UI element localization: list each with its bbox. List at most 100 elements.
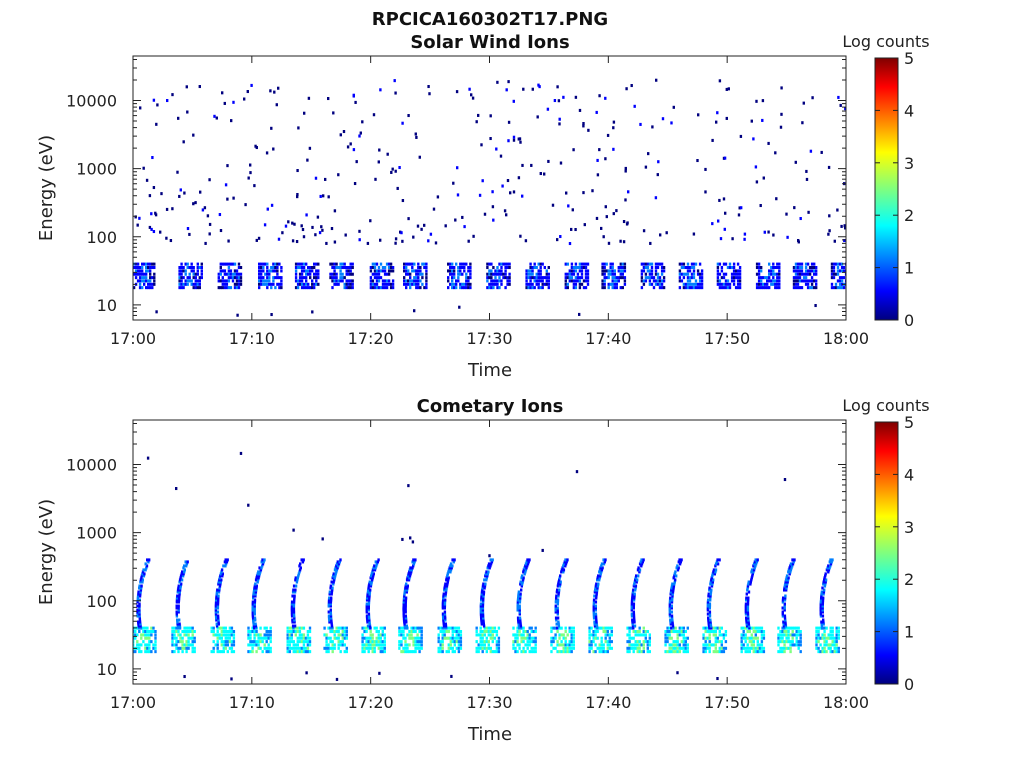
heatmap-cell: [684, 630, 687, 634]
heatmap-cell: [369, 626, 372, 630]
heatmap-cell: [720, 646, 723, 650]
heatmap-cell: [566, 272, 569, 276]
heatmap-cell: [688, 279, 692, 283]
heatmap-cell: [611, 279, 614, 283]
heatmap-cell: [447, 286, 450, 290]
heatmap-cell: [594, 600, 598, 604]
heatmap-cell: [266, 269, 269, 273]
heatmap-cell: [706, 643, 709, 647]
heatmap-cell: [296, 646, 299, 650]
heatmap-cell: [745, 592, 748, 596]
heatmap-cell: [580, 266, 584, 270]
heatmap-cell: [518, 606, 521, 610]
heatmap-cell: [825, 643, 828, 647]
heatmap-cell: [520, 636, 523, 640]
heatmap-cell: [574, 282, 578, 286]
heatmap-cell: [795, 633, 798, 637]
heatmap-cell: [139, 622, 142, 626]
heatmap-cell: [584, 279, 588, 283]
heatmap-cell: [607, 269, 610, 273]
heatmap-cell: [275, 103, 278, 107]
heatmap-cell: [332, 111, 335, 115]
heatmap-cell: [593, 590, 597, 594]
heatmap-cell: [829, 626, 832, 630]
heatmap-cell: [784, 582, 787, 586]
heatmap-cell: [330, 622, 333, 626]
heatmap-cell: [562, 643, 565, 647]
heatmap-cell: [414, 640, 417, 644]
heatmap-cell: [171, 207, 174, 211]
heatmap-cell: [177, 640, 180, 644]
heatmap-cell: [584, 266, 588, 270]
heatmap-cell: [664, 650, 667, 654]
heatmap-cell: [445, 636, 448, 640]
heatmap-cell: [770, 279, 773, 283]
heatmap-cell: [557, 582, 560, 586]
heatmap-cell: [185, 643, 188, 647]
heatmap-cell: [634, 640, 637, 644]
heatmap-cell: [556, 626, 559, 630]
heatmap-cell: [725, 116, 728, 120]
heatmap-cell: [305, 213, 308, 217]
heatmap-cell: [412, 564, 415, 568]
heatmap-cell: [516, 606, 519, 610]
heatmap-cell: [345, 636, 348, 640]
heatmap-cell: [708, 650, 711, 654]
heatmap-cell: [806, 282, 810, 286]
heatmap-cell: [570, 626, 573, 630]
heatmap-cell: [750, 633, 753, 637]
heatmap-cell: [601, 269, 604, 273]
heatmap-cell: [292, 600, 296, 604]
heatmap-cell: [541, 548, 544, 552]
heatmap-cell: [843, 224, 846, 228]
heatmap-cell: [844, 279, 846, 283]
heatmap-cell: [178, 276, 181, 280]
heatmap-cell: [189, 630, 192, 634]
heatmap-cell: [349, 279, 352, 283]
heatmap-cell: [263, 636, 266, 640]
heatmap-cell: [820, 624, 824, 628]
heatmap-cell: [182, 140, 185, 144]
heatmap-cell: [732, 276, 736, 280]
heatmap-cell: [853, 263, 855, 266]
heatmap-cell: [582, 124, 585, 128]
heatmap-cell: [138, 608, 141, 612]
heatmap-cell: [817, 650, 820, 654]
heatmap-cell: [495, 633, 499, 637]
heatmap-cell: [361, 633, 364, 637]
heatmap-cell: [601, 286, 604, 290]
heatmap-cell: [523, 566, 526, 570]
heatmap-cell: [219, 582, 222, 586]
heatmap-cell: [381, 650, 384, 654]
heatmap-cell: [191, 633, 194, 637]
heatmap-cell: [463, 225, 466, 229]
heatmap-cell: [694, 279, 698, 283]
heatmap-cell: [742, 630, 745, 634]
heatmap-cell: [595, 592, 598, 596]
heatmap-cell: [797, 239, 800, 243]
heatmap-cell: [829, 633, 832, 637]
heatmap-cell: [820, 592, 823, 596]
heatmap-cell: [455, 633, 458, 637]
heatmap-cell: [220, 578, 223, 582]
heatmap-cell: [632, 584, 636, 588]
heatmap-cell: [562, 646, 565, 650]
heatmap-cell: [419, 286, 422, 290]
heatmap-cell: [394, 169, 397, 173]
heatmap-cell: [607, 241, 611, 245]
heatmap-cell: [218, 578, 221, 582]
heatmap-cell: [194, 272, 197, 276]
heatmap-cell: [578, 312, 581, 316]
heatmap-cell: [747, 620, 750, 624]
heatmap-cell: [449, 570, 452, 574]
heatmap-cell: [722, 636, 726, 640]
heatmap-cell: [212, 646, 215, 650]
heatmap-cell: [794, 276, 798, 280]
heatmap-cell: [227, 279, 231, 283]
heatmap-cell: [387, 282, 391, 286]
heatmap-cell: [175, 626, 178, 630]
heatmap-cell: [359, 131, 362, 135]
heatmap-cell: [785, 584, 788, 588]
heatmap-cell: [498, 262, 501, 266]
